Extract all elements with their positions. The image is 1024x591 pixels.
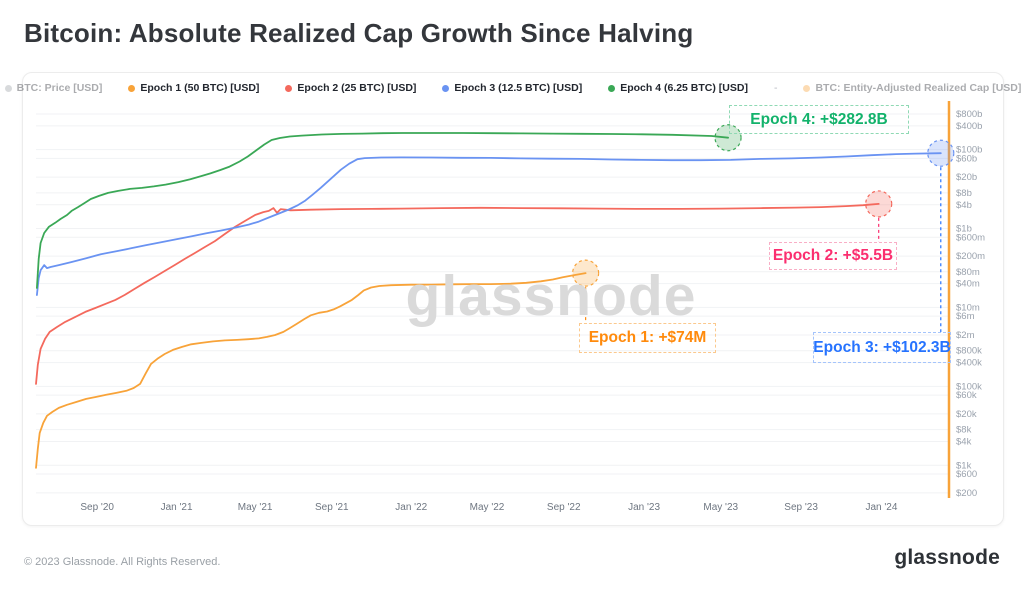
y-axis-tick-label: $100k xyxy=(956,381,982,392)
glassnode-logo: glassnode xyxy=(894,546,1000,569)
y-axis-tick-label: $400k xyxy=(956,358,982,369)
annotation-epoch1: Epoch 1: +$74M xyxy=(579,323,716,353)
y-axis-tick-label: $80m xyxy=(956,267,980,278)
x-axis-tick-label: Jan '21 xyxy=(161,502,193,513)
legend-item-1[interactable]: Epoch 1 (50 BTC) [USD] xyxy=(128,82,259,94)
x-axis-tick-label: May '23 xyxy=(703,502,738,513)
y-axis-tick-label: $2m xyxy=(956,330,975,341)
legend-separator: - xyxy=(773,82,778,94)
legend-dot-icon xyxy=(128,84,136,92)
y-axis-tick-label: $1k xyxy=(956,460,972,471)
annotation-epoch3: Epoch 3: +$102.3B xyxy=(813,332,951,363)
y-axis-tick-label: $8b xyxy=(956,188,972,199)
legend-item-6[interactable]: BTC: Entity-Adjusted Realized Cap [USD] xyxy=(803,82,1021,94)
annotation-epoch2: Epoch 2: +$5.5B xyxy=(769,242,897,270)
y-axis-tick-label: $8k xyxy=(956,425,972,436)
annotation-epoch3-label: Epoch 3: +$102.3B xyxy=(813,338,951,356)
series-line-epoch2 xyxy=(35,202,880,385)
x-axis-tick-label: Sep '22 xyxy=(547,502,581,513)
legend-item-label: BTC: Entity-Adjusted Realized Cap [USD] xyxy=(815,82,1022,94)
y-axis-tick-label: $800k xyxy=(956,346,982,357)
x-axis-tick-label: May '22 xyxy=(470,502,505,513)
y-axis-tick-label: $10m xyxy=(956,302,980,313)
x-axis-tick-label: Sep '21 xyxy=(315,502,349,513)
legend-item-label: Epoch 2 (25 BTC) [USD] xyxy=(297,82,417,94)
chart-legend: BTC: Price [USD] Epoch 1 (50 BTC) [USD] Ep… xyxy=(4,82,1021,94)
chart-plot-area: $800b$400b $100b$60b $20b $8b$4b $1b$600m $20… xyxy=(35,101,985,513)
x-axis-tick-label: May '21 xyxy=(238,502,273,513)
y-axis-tick-label: $200 xyxy=(956,488,977,499)
y-axis-tick-label: $200m xyxy=(956,251,985,262)
series-line-epoch4 xyxy=(35,132,729,289)
y-axis-tick-label: $60k xyxy=(956,390,977,401)
annotation-epoch4: Epoch 4: +$282.8B xyxy=(729,105,909,134)
y-axis-tick-label: $20b xyxy=(956,172,977,183)
legend-dot-icon xyxy=(803,84,811,92)
page-title: Bitcoin: Absolute Realized Cap Growth Si… xyxy=(24,18,694,48)
y-axis-tick-label: $600m xyxy=(956,232,985,243)
legend-item-2[interactable]: Epoch 2 (25 BTC) [USD] xyxy=(285,82,416,94)
y-axis-tick-label: $4k xyxy=(956,436,972,447)
y-axis-tick-label: $4b xyxy=(956,200,972,211)
series-end-marker-epoch4 xyxy=(714,124,742,152)
x-axis-tick-label: Jan '23 xyxy=(628,502,660,513)
series-end-marker-epoch2 xyxy=(865,190,893,218)
y-axis-tick-label: $20k xyxy=(956,409,977,420)
series-end-marker-epoch1 xyxy=(572,259,600,287)
legend-item-label: BTC: Price [USD] xyxy=(16,82,103,94)
x-axis-tick-label: Jan '24 xyxy=(865,502,897,513)
y-axis-tick-label: $6m xyxy=(956,311,975,322)
annotation-epoch4-label: Epoch 4: +$282.8B xyxy=(750,110,888,128)
copyright-text: © 2023 Glassnode. All Rights Reserved. xyxy=(24,556,221,568)
legend-item-label: Epoch 1 (50 BTC) [USD] xyxy=(140,82,260,94)
legend-item-label: Epoch 4 (6.25 BTC) [USD] xyxy=(620,82,748,94)
y-axis-tick-label: $1b xyxy=(956,224,972,235)
y-axis-tick-label: $400b xyxy=(956,121,982,132)
y-axis-tick-label: $40m xyxy=(956,279,980,290)
legend-item-4[interactable]: Epoch 4 (6.25 BTC) [USD] xyxy=(608,82,748,94)
legend-dot-icon xyxy=(4,84,12,92)
y-axis-tick-label: $100b xyxy=(956,145,982,156)
series-line-epoch3 xyxy=(35,152,942,296)
annotation-epoch2-label: Epoch 2: +$5.5B xyxy=(772,247,894,264)
series-end-marker-epoch3 xyxy=(927,139,955,167)
series-line-epoch1 xyxy=(35,272,587,469)
y-axis-tick-label: $600 xyxy=(956,469,977,480)
y-axis-tick-label: $800b xyxy=(956,109,982,120)
legend-item-label: Epoch 3 (12.5 BTC) [USD] xyxy=(454,82,583,94)
x-axis-tick-label: Sep '23 xyxy=(784,502,818,513)
legend-dot-icon xyxy=(285,84,293,92)
legend-item-3[interactable]: Epoch 3 (12.5 BTC) [USD] xyxy=(442,82,582,94)
x-axis-tick-label: Sep '20 xyxy=(80,502,114,513)
legend-item-0[interactable]: BTC: Price [USD] xyxy=(4,82,103,94)
annotation-epoch1-label: Epoch 1: +$74M xyxy=(588,329,707,346)
legend-dot-icon xyxy=(608,84,616,92)
legend-dot-icon xyxy=(442,84,450,92)
y-axis-tick-label: $60b xyxy=(956,153,977,164)
x-axis-tick-label: Jan '22 xyxy=(395,502,427,513)
chart-card: BTC: Price [USD] Epoch 1 (50 BTC) [USD] Ep… xyxy=(4,72,1021,526)
